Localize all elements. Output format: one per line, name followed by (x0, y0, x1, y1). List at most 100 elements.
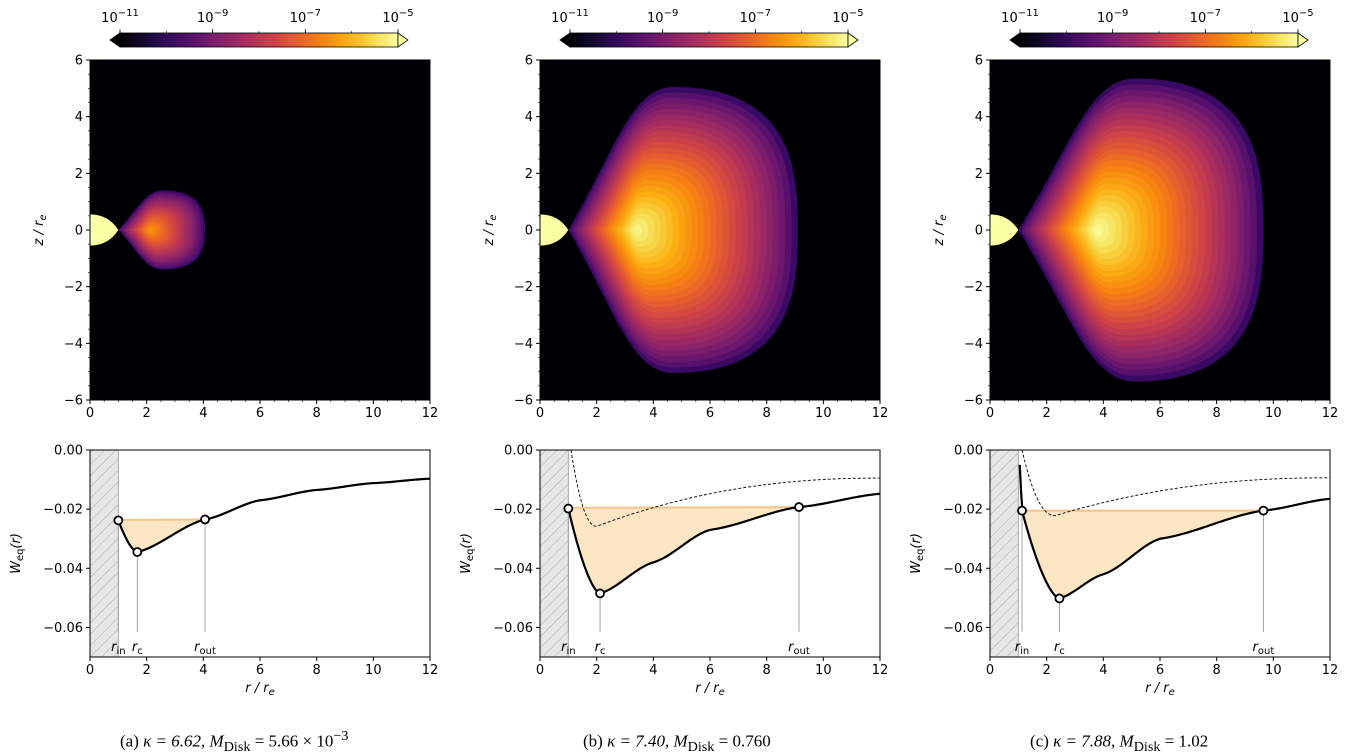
x-tick-label: 10 (1265, 663, 1282, 678)
x-tick-label: 6 (256, 406, 264, 421)
point-marker (201, 515, 209, 523)
potential-area (990, 435, 1330, 657)
point-marker (596, 589, 604, 597)
caption-b: (b) κ = 7.40, MDisk = 0.760 (583, 728, 771, 756)
star-region-hatch (90, 450, 118, 657)
colorbar-extend-max (1298, 33, 1308, 47)
x-tick-label: 0 (86, 406, 94, 421)
y-tick-label: −0.02 (943, 503, 983, 518)
y-tick-label: 4 (975, 110, 983, 125)
x-tick-label: 8 (763, 406, 771, 421)
x-tick-label: 4 (1099, 406, 1107, 421)
y-tick-label: −6 (64, 394, 83, 409)
filled-torus-region (568, 507, 799, 593)
y-axis-label: Weq(r) (909, 533, 926, 574)
y-tick-label: 2 (75, 167, 83, 182)
colorbar-tick-label: 10−9 (197, 8, 228, 26)
point-marker (1259, 507, 1267, 515)
point-label-rc: rc (132, 640, 143, 657)
colorbar-tick-label: 10−9 (647, 8, 678, 26)
star-region-hatch (990, 450, 1018, 657)
x-tick-label: 10 (815, 663, 832, 678)
y-tick-label: 0.00 (504, 444, 533, 459)
x-tick-label: 0 (86, 663, 94, 678)
point-marker (564, 505, 572, 513)
y-axis-label: Weq(r) (9, 533, 26, 574)
x-tick-label: 6 (1156, 663, 1164, 678)
point-marker (1018, 507, 1026, 515)
x-tick-label: 12 (872, 663, 889, 678)
colorbar-extend-min (560, 33, 570, 47)
colorbar-tick-label: 10−7 (1190, 8, 1221, 26)
x-axis-label: r / re (1145, 681, 1175, 698)
x-tick-label: 8 (1213, 663, 1221, 678)
x-tick-label: 2 (143, 406, 151, 421)
point-label-rout: rout (1253, 640, 1275, 657)
y-axis-label: z / re (32, 215, 49, 247)
x-tick-label: 12 (1322, 663, 1339, 678)
y-tick-label: −4 (64, 337, 83, 352)
point-label-rin: rin (1015, 640, 1029, 657)
colorbar-extend-min (1010, 33, 1020, 47)
x-axis-label: r / re (245, 681, 275, 698)
x-tick-label: 12 (1322, 406, 1339, 421)
x-tick-label: 0 (986, 406, 994, 421)
y-axis-label: z / re (932, 215, 949, 247)
y-tick-label: −0.06 (943, 621, 983, 636)
x-tick-label: 12 (422, 663, 439, 678)
colorbar-body (570, 33, 848, 47)
caption-c: (c) κ = 7.88, MDisk = 1.02 (1030, 728, 1208, 756)
y-tick-label: −0.06 (493, 621, 533, 636)
colorbar-extend-max (848, 33, 858, 47)
torus-level-line (568, 507, 799, 508)
x-tick-label: 8 (313, 406, 321, 421)
y-tick-label: −0.02 (43, 503, 83, 518)
y-tick-label: −6 (514, 394, 533, 409)
x-tick-label: 2 (593, 663, 601, 678)
y-tick-label: −0.04 (943, 562, 983, 577)
x-tick-label: 2 (1043, 663, 1051, 678)
x-tick-label: 2 (143, 663, 151, 678)
y-tick-label: −4 (514, 337, 533, 352)
y-tick-label: 0 (75, 224, 83, 239)
colorbar-tick-label: 10−7 (740, 8, 771, 26)
x-tick-label: 6 (706, 406, 714, 421)
point-marker (114, 516, 122, 524)
colorbar-extend-max (398, 33, 408, 47)
point-label-rc: rc (595, 640, 606, 657)
y-tick-label: 6 (525, 54, 533, 69)
x-tick-label: 8 (313, 663, 321, 678)
potential-curve (118, 479, 430, 552)
caption-a: (a) κ = 6.62, MDisk = 5.66 × 10−3 (120, 728, 348, 756)
colorbar-tick-label: 10−11 (551, 8, 589, 26)
colorbar-body (120, 33, 398, 47)
x-tick-label: 4 (1099, 663, 1107, 678)
y-tick-label: 4 (75, 110, 83, 125)
colorbar-tick-label: 10−7 (290, 8, 321, 26)
x-tick-label: 6 (256, 663, 264, 678)
point-marker (133, 548, 141, 556)
x-tick-label: 6 (706, 663, 714, 678)
potential-area (540, 435, 880, 657)
x-tick-label: 0 (536, 663, 544, 678)
point-label-rout: rout (788, 640, 810, 657)
y-tick-label: −0.06 (43, 621, 83, 636)
x-tick-label: 12 (422, 406, 439, 421)
colorbar-tick-label: 10−11 (101, 8, 139, 26)
y-tick-label: 6 (975, 54, 983, 69)
y-tick-label: 6 (75, 54, 83, 69)
star-region-hatch (540, 450, 568, 657)
y-tick-label: 2 (975, 167, 983, 182)
y-tick-label: 4 (525, 110, 533, 125)
point-marker (1055, 594, 1063, 602)
